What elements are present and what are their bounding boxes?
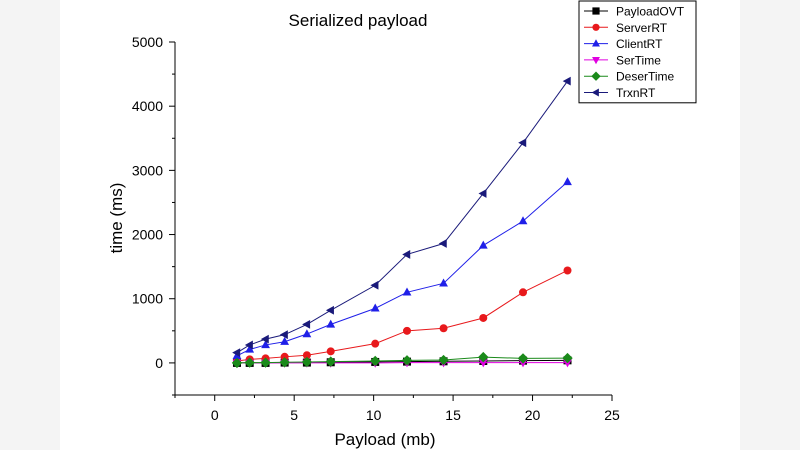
data-point-trxnrt: [518, 138, 527, 148]
x-tick-label: 0: [211, 407, 219, 423]
y-tick-label: 4000: [132, 98, 163, 114]
legend-marker-serverrt: [592, 23, 600, 31]
data-point-clientrt: [261, 340, 270, 349]
data-point-clientrt: [563, 177, 572, 186]
data-point-clientrt: [326, 319, 336, 328]
series-line-trxnrt: [236, 80, 568, 354]
legend: PayloadOVT ServerRT ClientRT SerTime DeserTi…: [578, 0, 697, 104]
data-point-trxnrt: [244, 340, 253, 350]
legend-box: [578, 0, 697, 104]
series-desertime: [231, 351, 573, 369]
data-point-trxnrt: [302, 320, 311, 329]
data-point-clientrt: [402, 287, 412, 296]
legend-marker-payloadovt: [592, 7, 600, 15]
y-tick-label: 1000: [132, 291, 163, 307]
right-margin-panel: [740, 0, 800, 450]
legend-marker-trxnrt: [591, 88, 599, 97]
data-point-serverrt: [519, 288, 528, 297]
legend-item-clientrt: ClientRT: [584, 37, 663, 51]
data-point-serverrt: [403, 326, 412, 335]
series-line-serverrt: [236, 270, 568, 362]
legend-label-payloadovt: PayloadOVT: [616, 5, 685, 19]
legend-item-payloadovt: PayloadOVT: [584, 5, 685, 19]
legend-marker-desertime: [591, 71, 601, 81]
x-axis-title: Payload (mb): [334, 430, 435, 449]
y-tick-label: 5000: [132, 34, 163, 50]
data-point-desertime: [438, 354, 449, 366]
data-point-trxnrt: [279, 330, 288, 340]
data-point-trxnrt: [478, 189, 487, 198]
data-point-desertime: [401, 355, 413, 366]
data-point-serverrt: [479, 313, 488, 322]
data-point-clientrt: [439, 278, 448, 287]
left-margin-panel: [0, 0, 60, 450]
x-tick-label: 20: [525, 407, 541, 423]
data-point-serverrt: [326, 347, 335, 356]
data-point-serverrt: [563, 266, 572, 275]
legend-label-sertime: SerTime: [616, 53, 661, 67]
data-point-clientrt: [518, 216, 528, 225]
data-point-desertime: [244, 357, 255, 368]
data-point-sertime: [478, 359, 488, 368]
y-tick-label: 2000: [132, 227, 163, 243]
series-serverrt: [232, 266, 572, 365]
x-tick-label: 25: [604, 407, 620, 423]
data-point-clientrt: [370, 303, 380, 312]
data-point-trxnrt: [232, 348, 241, 358]
data-point-serverrt: [280, 352, 289, 361]
axes: 0 5 10 15 20 25 0 1000 2000 3000 4000 5000: [132, 34, 620, 423]
legend-item-sertime: SerTime: [584, 53, 661, 67]
data-point-sertime: [563, 359, 572, 368]
series-clientrt: [232, 177, 572, 360]
data-point-clientrt: [245, 344, 255, 353]
legend-label-trxnrt: TrxnRT: [616, 86, 656, 100]
data-point-clientrt: [302, 329, 312, 338]
data-point-trxnrt: [402, 250, 411, 259]
data-point-clientrt: [280, 336, 290, 345]
plot-series: [231, 76, 573, 369]
y-tick-label: 3000: [132, 162, 163, 178]
y-tick-label: 0: [155, 355, 163, 371]
legend-label-desertime: DeserTime: [616, 70, 675, 84]
data-point-serverrt: [439, 324, 448, 333]
chart-title: Serialized payload: [289, 11, 428, 30]
data-point-trxnrt: [562, 76, 571, 86]
data-point-desertime: [325, 356, 336, 367]
data-point-desertime: [562, 352, 573, 364]
x-tick-label: 10: [366, 407, 382, 423]
data-point-trxnrt: [325, 305, 334, 315]
y-axis-title: time (ms): [107, 183, 126, 254]
legend-item-desertime: DeserTime: [584, 70, 675, 84]
data-point-trxnrt: [438, 239, 447, 248]
data-point-desertime: [478, 351, 489, 363]
legend-marker-sertime: [592, 57, 600, 65]
series-line-clientrt: [236, 181, 568, 357]
data-point-desertime: [370, 355, 381, 367]
legend-marker-clientrt: [592, 39, 600, 47]
data-point-desertime: [260, 357, 271, 368]
data-point-clientrt: [478, 240, 488, 249]
data-point-desertime: [517, 353, 529, 364]
legend-label-clientrt: ClientRT: [616, 37, 663, 51]
legend-item-trxnrt: TrxnRT: [584, 86, 656, 100]
legend-label-serverrt: ServerRT: [616, 21, 668, 35]
x-tick-label: 5: [290, 407, 298, 423]
data-point-trxnrt: [260, 334, 269, 344]
data-point-serverrt: [371, 339, 380, 348]
data-point-desertime: [279, 357, 290, 368]
series-trxnrt: [232, 76, 571, 358]
data-point-serverrt: [302, 351, 311, 360]
x-tick-label: 15: [445, 407, 461, 423]
data-point-trxnrt: [370, 280, 379, 290]
data-point-desertime: [231, 357, 243, 369]
data-point-desertime: [301, 356, 313, 368]
legend-item-serverrt: ServerRT: [584, 21, 668, 35]
